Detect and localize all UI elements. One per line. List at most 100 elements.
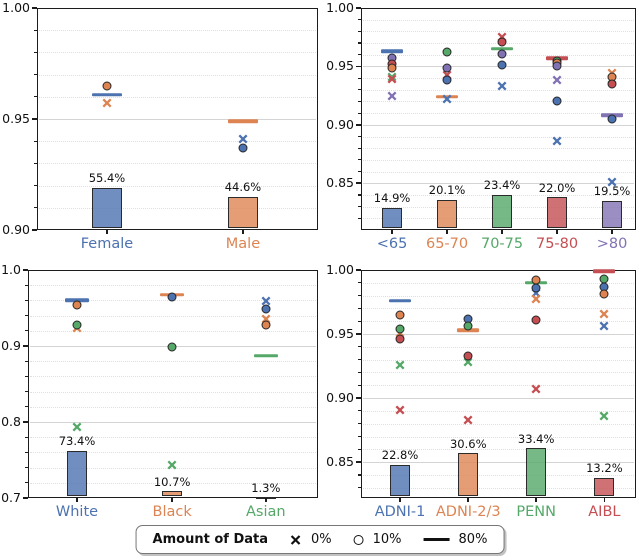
gridline-minor	[363, 436, 634, 438]
marker-x-red	[531, 384, 542, 395]
panel-age	[361, 8, 636, 230]
y-tick-label: 1.0	[1, 262, 21, 277]
y-minor-tick	[358, 112, 361, 114]
y-minor-tick	[358, 135, 361, 138]
gridline-minor	[39, 96, 316, 98]
gridline-minor	[363, 423, 634, 425]
gridline-minor	[363, 449, 634, 451]
y-tick	[356, 269, 361, 271]
gridline-minor	[30, 391, 316, 393]
legend-title: Amount of Data	[152, 532, 269, 547]
y-minor-tick	[358, 384, 361, 386]
marker-circle-red	[395, 334, 405, 344]
gridline-major	[363, 462, 634, 464]
x-category-label-65: <65	[376, 236, 408, 252]
y-tick-label: 0.95	[326, 58, 354, 74]
gridline-minor	[363, 113, 634, 115]
y-minor-tick	[358, 307, 361, 309]
x-tick	[501, 230, 503, 234]
marker-x-blue	[260, 296, 271, 307]
marker-line-red	[593, 269, 616, 273]
y-minor-tick	[34, 140, 37, 142]
gridline-minor	[39, 52, 316, 54]
marker-circle-purple	[497, 49, 507, 59]
bar-penn	[526, 448, 547, 496]
bar-65-70	[437, 199, 458, 228]
bar-75-80	[547, 197, 568, 228]
gridline-minor	[30, 467, 316, 469]
y-minor-tick	[25, 391, 28, 393]
marker-circle-purple	[552, 61, 562, 71]
bar-value-label: 20.1%	[428, 183, 466, 198]
y-tick-label: 0.85	[326, 454, 354, 470]
y-tick	[356, 461, 361, 464]
y-tick	[32, 118, 37, 120]
x-category-label-white: White	[55, 504, 99, 520]
bar-adni-1	[390, 464, 411, 496]
marker-circle-blue	[442, 75, 452, 85]
bar-value-label: 30.6%	[449, 436, 487, 451]
y-minor-tick	[25, 315, 28, 317]
marker-x-orange	[531, 294, 542, 305]
panel-race	[28, 270, 318, 498]
bar-value-label: 19.5%	[593, 184, 631, 199]
x-tick	[171, 498, 174, 502]
y-minor-tick	[34, 207, 37, 209]
y-minor-tick	[358, 170, 361, 173]
gridline-major	[363, 334, 634, 336]
gridline-major	[363, 124, 634, 126]
y-tick-label: 0.90	[326, 116, 354, 132]
marker-circle-green	[72, 320, 82, 330]
y-minor-tick	[358, 42, 361, 44]
y-tick	[23, 269, 28, 271]
y-tick	[32, 7, 37, 9]
x-tick	[399, 498, 401, 502]
marker-x-red	[395, 404, 406, 415]
y-minor-tick	[25, 406, 28, 408]
marker-circle-orange	[395, 310, 405, 320]
y-minor-tick	[25, 467, 28, 469]
bar-value-label: 23.4%	[483, 178, 521, 193]
gridline-minor	[39, 185, 316, 187]
marker-circle-orange	[387, 63, 397, 73]
marker-x-blue	[607, 177, 618, 188]
y-tick	[23, 421, 28, 423]
marker-circle-green	[395, 324, 405, 334]
y-minor-tick	[358, 147, 361, 149]
x-category-label-penn: PENN	[516, 504, 556, 520]
x-category-label-male: Male	[225, 236, 261, 252]
gridline-minor	[30, 437, 316, 439]
y-tick-label: 0.90	[326, 390, 354, 406]
marker-line-green	[491, 47, 514, 51]
bar-aibl	[594, 477, 615, 496]
legend-line-icon	[423, 538, 450, 541]
gridline-minor	[363, 321, 634, 323]
gridline-minor	[30, 376, 316, 378]
gridline-minor	[363, 487, 634, 489]
x-category-label-adni-1: ADNI-1	[374, 504, 426, 520]
y-tick-label: 1.00	[2, 0, 30, 15]
panel-dataset	[361, 270, 636, 498]
y-minor-tick	[25, 330, 28, 332]
gridline-minor	[30, 406, 316, 408]
y-tick-label: 0.85	[326, 175, 354, 191]
bar-adni-2-3	[458, 453, 479, 496]
y-tick-label: 0.8	[1, 414, 21, 429]
y-minor-tick	[34, 74, 37, 76]
y-minor-tick	[358, 30, 361, 32]
legend-circle-icon	[353, 534, 364, 545]
marker-circle-purple	[442, 63, 452, 73]
gridline-minor	[363, 19, 634, 21]
gridline-minor	[363, 282, 634, 284]
bar-value-label: 33.4%	[517, 431, 555, 446]
marker-circle-blue	[497, 60, 507, 70]
marker-circle-blue	[238, 143, 248, 153]
marker-circle-blue	[552, 96, 562, 106]
marker-x-purple	[552, 75, 563, 86]
bar-value-label: 73.4%	[58, 434, 96, 449]
y-minor-tick	[34, 162, 37, 164]
bar-female	[91, 187, 122, 228]
gridline-minor	[363, 346, 634, 348]
y-minor-tick	[25, 284, 28, 286]
y-minor-tick	[25, 375, 28, 377]
